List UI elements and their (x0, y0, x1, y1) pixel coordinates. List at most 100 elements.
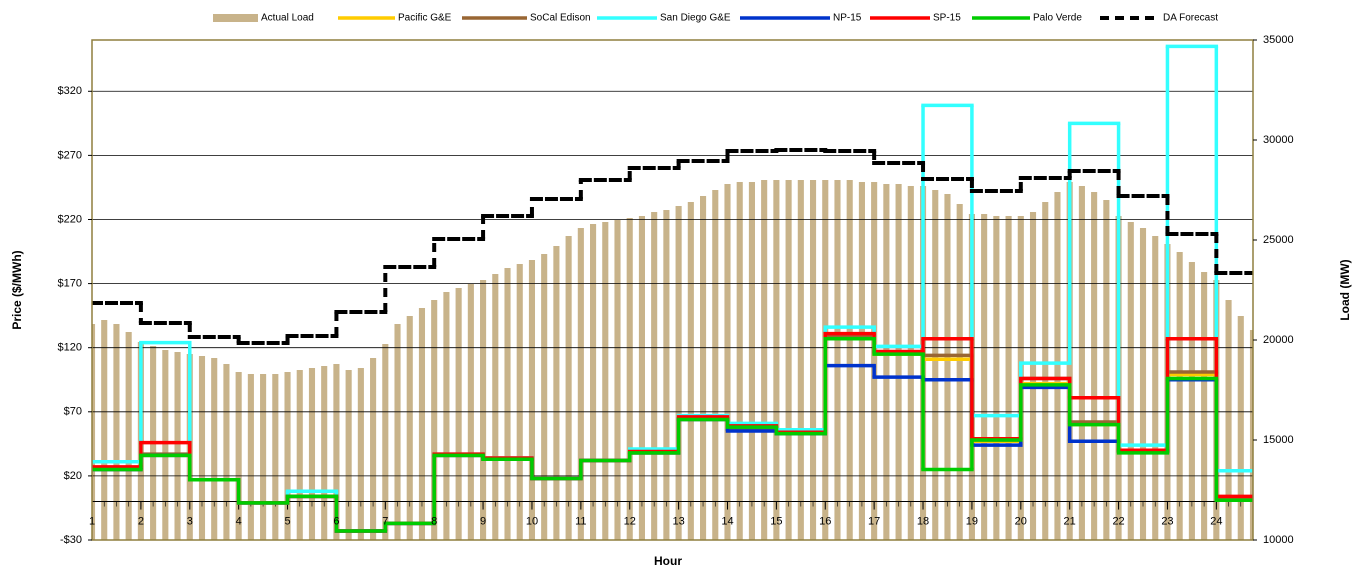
plot-area (92, 44, 1253, 540)
load-bar (541, 254, 548, 540)
load-bar (308, 368, 316, 540)
load-bar (565, 236, 572, 540)
load-bar (260, 374, 267, 540)
x-axis-title: Hour (654, 554, 682, 568)
legend-label: San Diego G&E (660, 13, 731, 24)
load-bar (1103, 200, 1110, 540)
load-bar (809, 180, 817, 540)
load-bar (907, 186, 914, 540)
x-tick-label: 8 (431, 515, 437, 527)
load-bar (956, 204, 963, 540)
y2-tick-label: 10000 (1263, 534, 1294, 546)
load-bar (1201, 272, 1208, 540)
load-bar (1139, 228, 1147, 540)
y2-tick-label: 35000 (1263, 34, 1294, 46)
load-bar (443, 292, 450, 540)
load-bar (418, 308, 426, 540)
load-bar (431, 300, 438, 540)
x-tick-label: 3 (187, 515, 193, 527)
load-bar (492, 274, 499, 540)
y2-tick-label: 20000 (1263, 334, 1294, 346)
load-bar (846, 180, 853, 540)
load-bar (223, 364, 230, 540)
load-bar (1127, 222, 1134, 540)
load-bar (895, 184, 902, 540)
load-bar (516, 264, 523, 540)
load-bar (724, 184, 731, 540)
load-bar (553, 246, 560, 540)
load-bar (101, 320, 108, 540)
load-bar (406, 316, 413, 540)
y2-tick-label: 25000 (1263, 234, 1294, 246)
y-axis-title: Price ($/MWh) (10, 250, 24, 329)
x-tick-label: 13 (672, 515, 684, 527)
x-tick-label: 17 (868, 515, 880, 527)
y-tick-label: $270 (58, 149, 82, 161)
load-bar (712, 190, 719, 540)
load-bar (125, 332, 132, 540)
y2-axis-title: Load (MW) (1338, 259, 1352, 320)
load-bar (602, 222, 609, 540)
x-tick-label: 4 (236, 515, 242, 527)
load-bar (1005, 216, 1012, 540)
load-bar (198, 356, 206, 540)
x-tick-label: 16 (819, 515, 831, 527)
load-bar (785, 180, 792, 540)
x-tick-label: 20 (1015, 515, 1027, 527)
load-bar (1091, 192, 1098, 540)
load-bar (871, 182, 878, 540)
x-tick-label: 1 (89, 515, 95, 527)
load-bar (736, 182, 743, 540)
legend-label: SoCal Edison (530, 13, 591, 24)
legend-label: Pacific G&E (398, 13, 452, 24)
load-bar (1249, 330, 1253, 540)
load-bar (247, 374, 254, 540)
load-bar (1042, 202, 1049, 540)
load-bar (773, 180, 780, 540)
y-tick-label: $320 (58, 85, 82, 97)
x-tick-label: 23 (1161, 515, 1173, 527)
y-tick-label: $220 (58, 213, 82, 225)
load-bar (699, 196, 707, 540)
legend: Actual Load Pacific G&E SoCal Edison San Di… (213, 13, 1218, 24)
load-bar (834, 180, 841, 540)
load-bar (333, 364, 340, 540)
load-bar (797, 180, 804, 540)
load-bar (272, 374, 279, 540)
load-bar (162, 350, 169, 540)
x-tick-label: 14 (721, 515, 733, 527)
x-tick-label: 22 (1112, 515, 1124, 527)
load-bar (1237, 316, 1244, 540)
load-bar (321, 366, 328, 540)
y-tick-label: $70 (64, 406, 82, 418)
x-tick-label: 6 (333, 515, 339, 527)
y-tick-label: -$30 (60, 534, 82, 546)
x-tick-label: 2 (138, 515, 144, 527)
x-tick-label: 10 (526, 515, 538, 527)
load-bar (748, 182, 755, 540)
legend-label: Palo Verde (1033, 13, 1082, 24)
load-bar (761, 180, 768, 540)
load-bar (382, 344, 389, 540)
load-bar (504, 268, 511, 540)
load-bar (638, 216, 646, 540)
load-bar (1078, 186, 1085, 540)
load-bar (528, 260, 536, 540)
load-bar (1225, 300, 1232, 540)
load-bar (993, 216, 1000, 540)
load-bar (284, 372, 291, 540)
load-bar (590, 224, 597, 540)
load-bar (932, 190, 939, 540)
y-tick-label: $20 (64, 470, 82, 482)
x-tick-label: 18 (917, 515, 929, 527)
load-bar (211, 358, 218, 540)
load-bar (296, 370, 303, 540)
load-bar (858, 182, 865, 540)
load-bar (455, 288, 462, 540)
legend-label: DA Forecast (1163, 13, 1218, 24)
x-tick-label: 12 (624, 515, 636, 527)
x-tick-label: 11 (575, 515, 586, 527)
load-bar (92, 324, 96, 540)
y2-tick-label: 30000 (1263, 134, 1294, 146)
